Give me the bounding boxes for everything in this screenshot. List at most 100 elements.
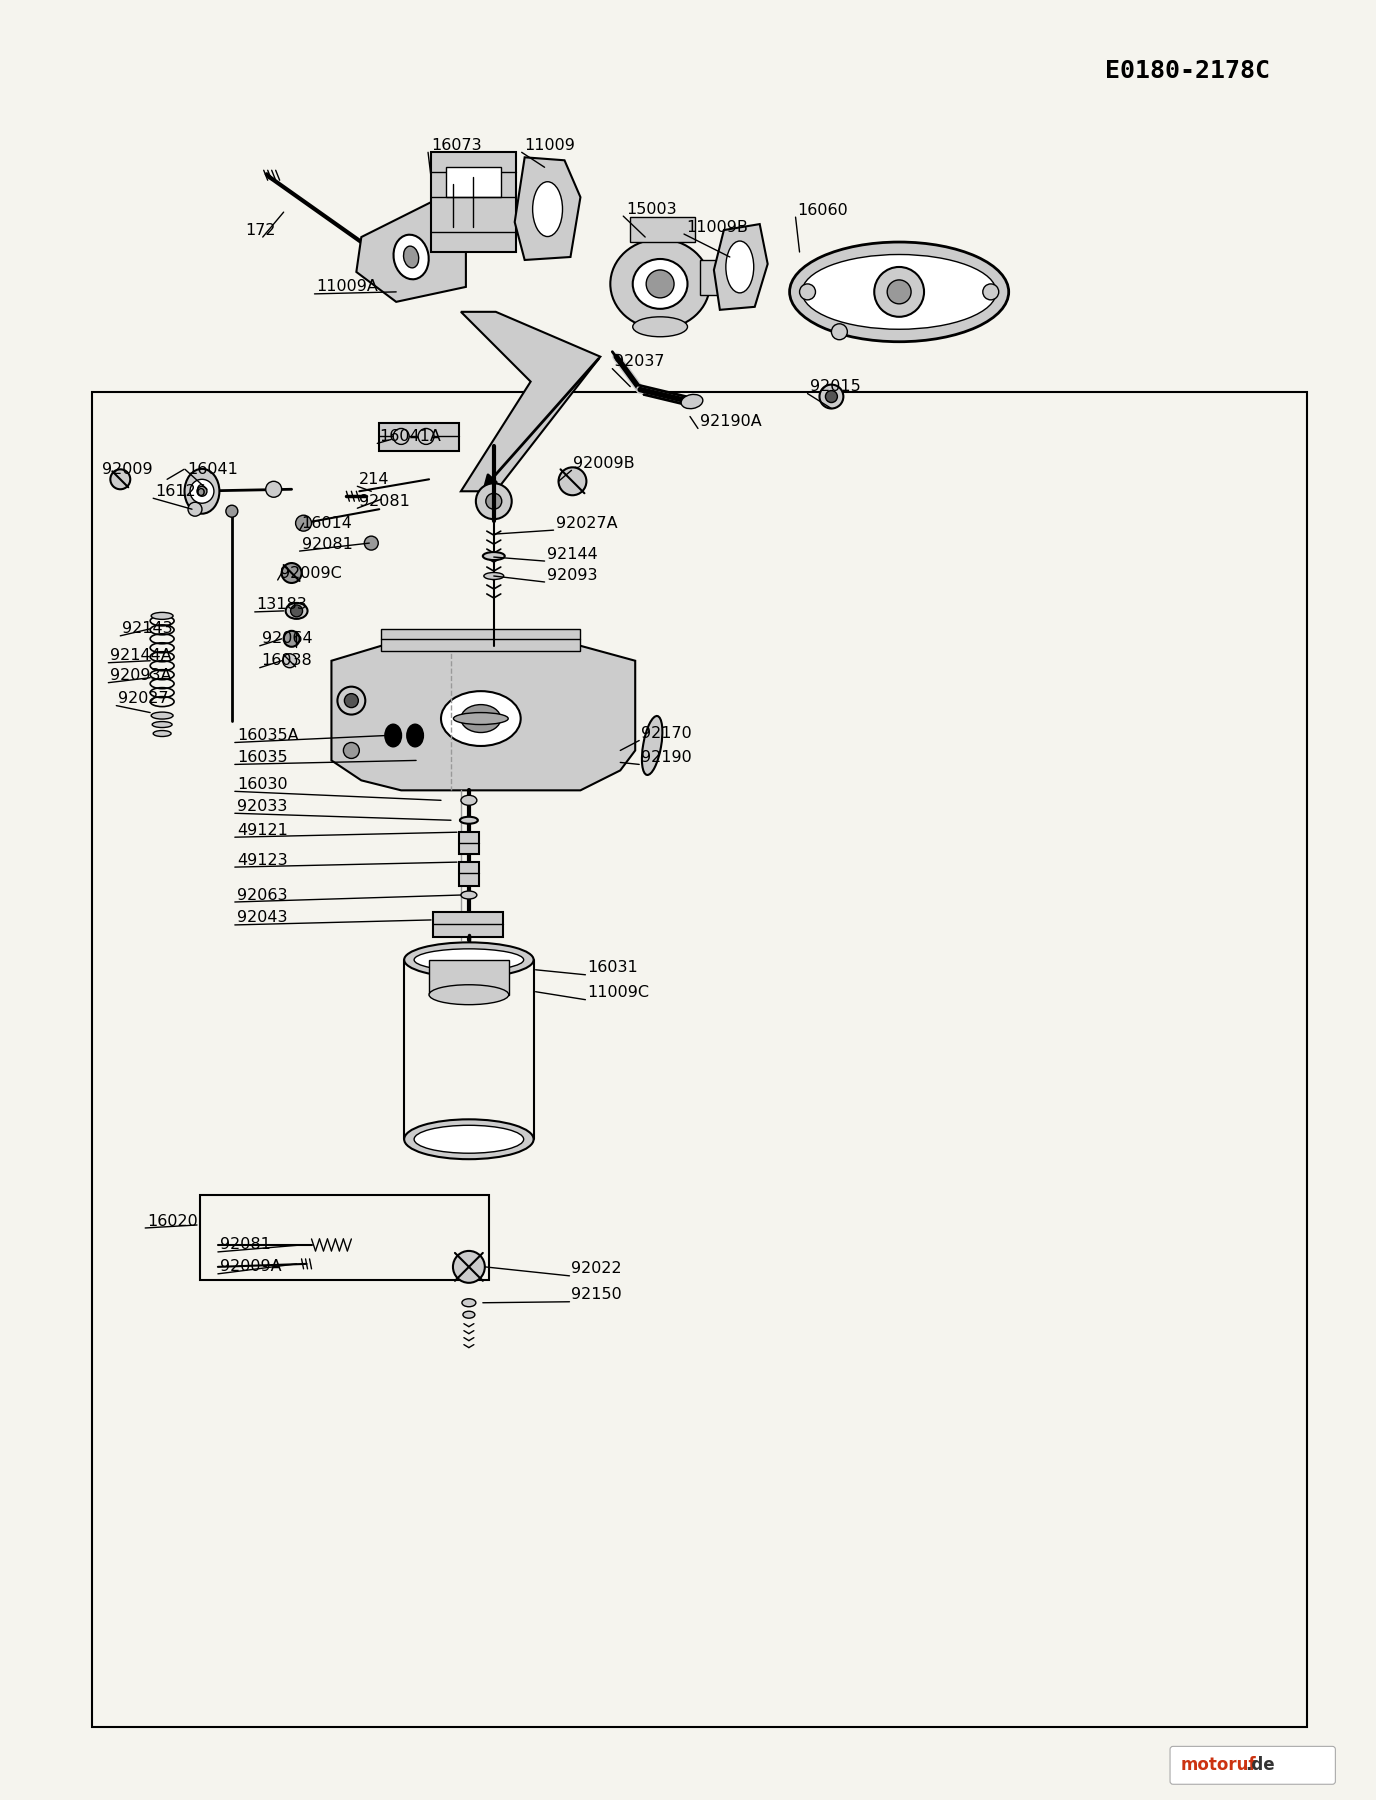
Circle shape: [226, 506, 238, 517]
Circle shape: [888, 281, 911, 304]
Text: 92081: 92081: [359, 493, 410, 509]
Text: .de: .de: [1245, 1757, 1276, 1775]
Circle shape: [418, 428, 433, 445]
Bar: [433, 913, 502, 936]
Ellipse shape: [533, 182, 563, 236]
Text: 16035A: 16035A: [237, 727, 299, 743]
Text: 92009B: 92009B: [574, 455, 636, 472]
Text: 16126: 16126: [155, 484, 206, 499]
Text: 92009: 92009: [102, 463, 153, 477]
Bar: [381, 628, 581, 652]
Bar: [92, 392, 1307, 1728]
Ellipse shape: [802, 254, 996, 329]
Polygon shape: [332, 646, 636, 790]
Text: 11009: 11009: [524, 139, 575, 153]
Text: 92064: 92064: [261, 632, 312, 646]
Circle shape: [486, 493, 502, 509]
Circle shape: [982, 284, 999, 301]
Ellipse shape: [151, 612, 173, 619]
Ellipse shape: [461, 704, 501, 733]
Text: 92043: 92043: [237, 911, 288, 925]
Bar: [630, 218, 695, 241]
Text: 92015: 92015: [809, 380, 860, 394]
Ellipse shape: [633, 259, 688, 310]
Circle shape: [344, 742, 359, 758]
Ellipse shape: [405, 943, 534, 977]
Text: 16038: 16038: [261, 653, 312, 668]
Ellipse shape: [484, 572, 504, 580]
Ellipse shape: [184, 468, 219, 513]
Circle shape: [189, 502, 202, 517]
Ellipse shape: [403, 247, 418, 268]
Text: 92033: 92033: [237, 799, 288, 814]
Circle shape: [394, 428, 409, 445]
Circle shape: [476, 482, 512, 518]
Circle shape: [831, 324, 848, 340]
Text: 92027A: 92027A: [556, 515, 618, 531]
Bar: [460, 832, 479, 855]
Bar: [380, 423, 460, 452]
Text: 172: 172: [245, 223, 275, 238]
Circle shape: [453, 1251, 484, 1283]
Ellipse shape: [454, 713, 508, 725]
Circle shape: [110, 470, 131, 490]
Text: 92144A: 92144A: [110, 648, 172, 662]
Text: 11009A: 11009A: [316, 279, 378, 295]
Text: 16030: 16030: [237, 778, 288, 792]
Ellipse shape: [414, 1125, 524, 1154]
Text: 49121: 49121: [237, 823, 288, 837]
Text: 92143: 92143: [122, 621, 173, 637]
Bar: [700, 259, 720, 295]
Text: 92022: 92022: [571, 1262, 622, 1276]
Ellipse shape: [483, 553, 505, 560]
Circle shape: [282, 653, 297, 668]
Ellipse shape: [681, 394, 703, 409]
Ellipse shape: [460, 817, 477, 824]
Ellipse shape: [633, 317, 688, 337]
Ellipse shape: [462, 1300, 476, 1307]
Text: 92190A: 92190A: [700, 414, 762, 428]
Polygon shape: [356, 202, 466, 302]
Ellipse shape: [385, 725, 402, 747]
Ellipse shape: [429, 985, 509, 1004]
Text: 16041: 16041: [187, 463, 238, 477]
Circle shape: [799, 284, 816, 301]
Ellipse shape: [461, 891, 477, 898]
Text: 11009C: 11009C: [588, 985, 649, 1001]
Ellipse shape: [394, 234, 429, 279]
Polygon shape: [714, 223, 768, 310]
Ellipse shape: [440, 691, 520, 745]
Ellipse shape: [153, 722, 172, 727]
Text: 92170: 92170: [641, 725, 692, 742]
Ellipse shape: [647, 270, 674, 297]
Polygon shape: [461, 311, 600, 491]
Ellipse shape: [407, 725, 422, 747]
Ellipse shape: [414, 949, 524, 970]
Ellipse shape: [611, 239, 710, 329]
Circle shape: [296, 515, 311, 531]
Circle shape: [337, 686, 365, 715]
Circle shape: [282, 563, 301, 583]
Circle shape: [190, 479, 213, 504]
Ellipse shape: [790, 241, 1009, 342]
Polygon shape: [515, 157, 581, 259]
Bar: [460, 862, 479, 886]
FancyBboxPatch shape: [1170, 1746, 1335, 1784]
Text: 92009C: 92009C: [279, 565, 341, 581]
Text: E0180-2178C: E0180-2178C: [1105, 59, 1270, 83]
Circle shape: [365, 536, 378, 551]
Text: 16035: 16035: [237, 751, 288, 765]
Bar: [431, 153, 516, 252]
Ellipse shape: [643, 716, 662, 776]
Circle shape: [290, 605, 303, 617]
Text: 11009B: 11009B: [687, 220, 749, 234]
Text: 92144: 92144: [546, 547, 597, 562]
Text: 16060: 16060: [798, 203, 849, 218]
Text: 214: 214: [359, 472, 389, 486]
Ellipse shape: [286, 603, 308, 619]
Bar: [429, 959, 509, 995]
Circle shape: [820, 385, 843, 409]
Circle shape: [559, 468, 586, 495]
Text: 92081: 92081: [301, 536, 352, 551]
Text: 92081: 92081: [220, 1237, 271, 1253]
